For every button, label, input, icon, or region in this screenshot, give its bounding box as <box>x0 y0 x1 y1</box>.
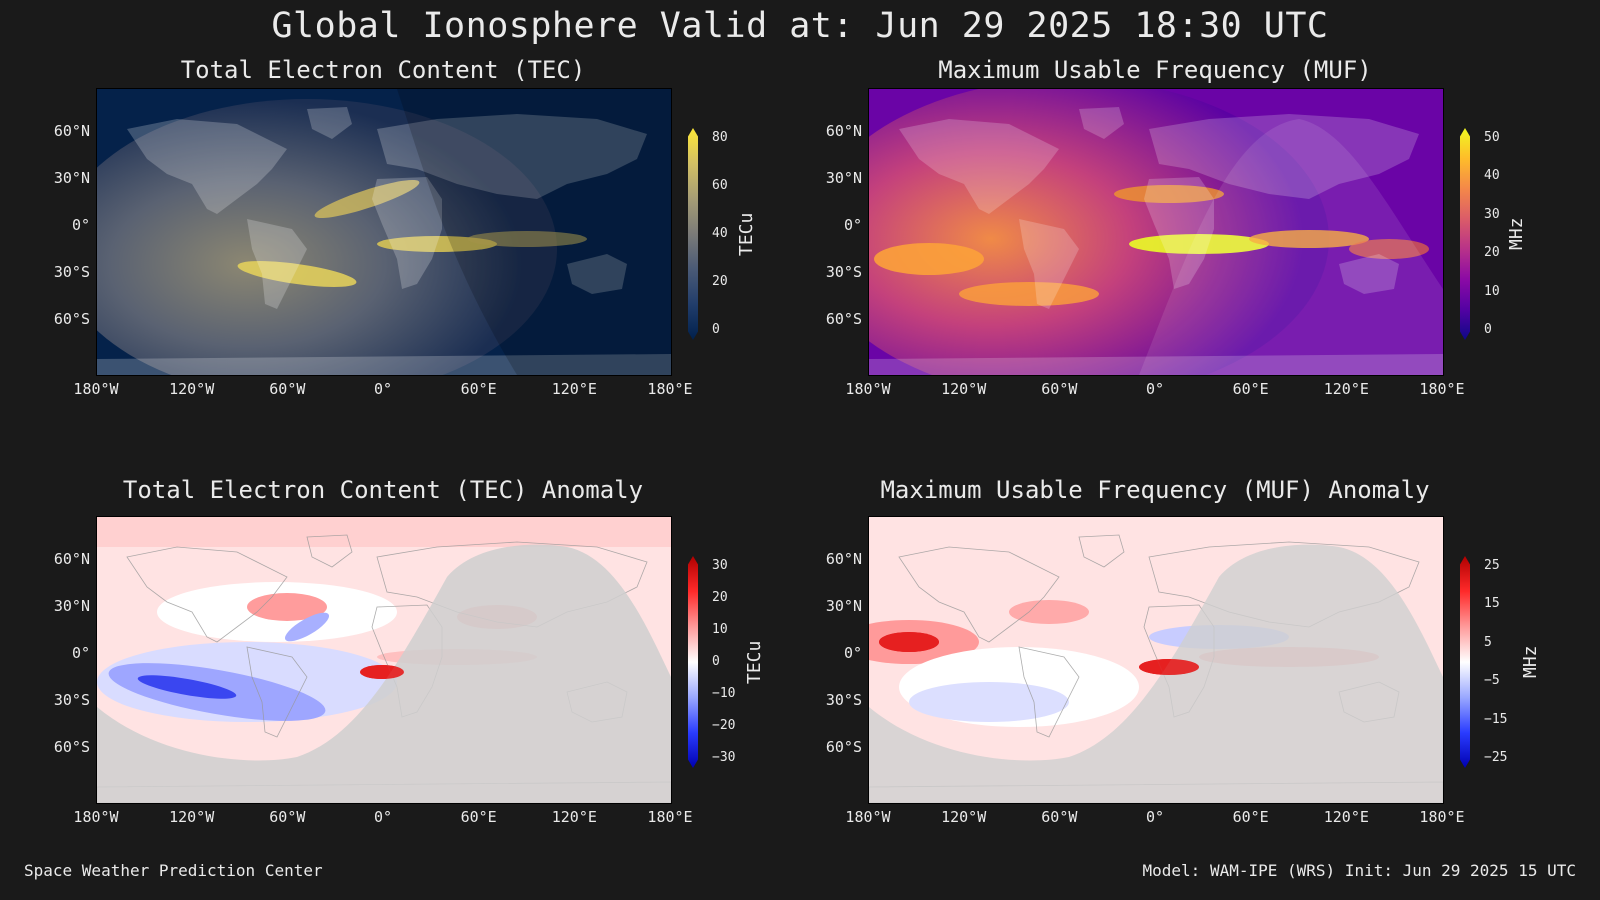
tec-anomaly-colorbar-unit: TECu <box>744 640 765 684</box>
page-title: Global Ionosphere Valid at: Jun 29 2025 … <box>271 6 1329 46</box>
tec-panel-title: Total Electron Content (TEC) <box>180 56 586 84</box>
latitude-label: 60°S <box>825 738 862 756</box>
latitude-label: 0° <box>843 216 862 234</box>
longitude-label: 120°E <box>551 808 597 826</box>
latitude-label: 30°S <box>53 263 90 281</box>
latitude-label: 60°N <box>825 122 862 140</box>
colorbar-tick-label: 80 <box>712 130 728 145</box>
longitude-label: 180°E <box>647 380 693 398</box>
colorbar-tick-label: 20 <box>1484 245 1500 261</box>
longitude-label: 60°W <box>1041 808 1078 826</box>
latitude-label: 0° <box>71 644 90 662</box>
colorbar-tick-label: 10 <box>712 622 728 637</box>
muf-anomaly-panel-title: Maximum Usable Frequency (MUF) Anomaly <box>880 476 1430 504</box>
muf-colorbar <box>1460 128 1470 340</box>
latitude-label: 30°N <box>825 597 862 615</box>
longitude-label: 180°W <box>845 380 891 398</box>
latitude-label: 0° <box>71 216 90 234</box>
longitude-label: 60°E <box>460 380 497 398</box>
colorbar-tick-label: −25 <box>1484 750 1508 765</box>
longitude-label: 120°E <box>551 380 597 398</box>
colorbar-tick-label: 20 <box>712 274 728 289</box>
colorbar-tick-label: 40 <box>712 226 728 241</box>
colorbar-tick-label: 25 <box>1484 558 1500 573</box>
colorbar-tick-label: 40 <box>1484 168 1500 184</box>
longitude-label: 0° <box>373 380 393 398</box>
longitude-label: 180°W <box>845 808 891 826</box>
colorbar-tick-label: 30 <box>1484 206 1500 222</box>
muf-anomaly-map-svg <box>869 517 1443 803</box>
latitude-label: 30°S <box>825 691 862 709</box>
tec-map <box>96 88 672 376</box>
footer-model-info: Model: WAM-IPE (WRS) Init: Jun 29 2025 1… <box>1142 861 1576 880</box>
longitude-label: 120°E <box>1323 808 1369 826</box>
longitude-label: 60°E <box>1232 808 1269 826</box>
muf-anomaly-colorbar <box>1460 556 1470 768</box>
colorbar-tick-label: 0 <box>712 322 720 337</box>
colorbar-tick-label: −5 <box>1484 673 1500 689</box>
longitude-label: 180°W <box>73 380 119 398</box>
latitude-label: 60°S <box>825 310 862 328</box>
longitude-label: 60°W <box>1041 380 1078 398</box>
latitude-label: 60°N <box>53 550 90 568</box>
colorbar-tick-label: −10 <box>712 686 736 701</box>
tec-map-svg <box>97 89 671 375</box>
muf-colorbar-unit: MHz <box>1506 217 1527 250</box>
longitude-label: 60°E <box>1232 380 1269 398</box>
longitude-label: 120°W <box>941 380 987 398</box>
colorbar-tick-label: 15 <box>1484 596 1500 612</box>
longitude-label: 180°E <box>1419 380 1465 398</box>
latitude-label: 30°N <box>825 169 862 187</box>
longitude-label: 180°E <box>1419 808 1465 826</box>
longitude-label: 60°E <box>460 808 497 826</box>
colorbar-tick-label: 0 <box>712 654 720 669</box>
colorbar-tick-label: −15 <box>1484 711 1508 727</box>
latitude-label: 30°N <box>53 597 90 615</box>
latitude-label: 0° <box>843 644 862 662</box>
tec-anomaly-map-svg <box>97 517 671 803</box>
muf-anomaly-colorbar-unit: MHz <box>1520 645 1541 678</box>
colorbar-tick-label: −20 <box>712 718 736 733</box>
latitude-label: 60°S <box>53 310 90 328</box>
colorbar-tick-label: 60 <box>712 178 728 193</box>
colorbar-tick-label: 0 <box>1484 322 1492 337</box>
tec-anomaly-map <box>96 516 672 804</box>
longitude-label: 120°W <box>169 380 215 398</box>
footer-credit: Space Weather Prediction Center <box>24 861 323 880</box>
longitude-label: 180°W <box>73 808 119 826</box>
colorbar-tick-label: −30 <box>712 750 736 765</box>
longitude-label: 60°W <box>269 808 306 826</box>
latitude-label: 30°S <box>53 691 90 709</box>
tec-anomaly-colorbar <box>688 556 698 768</box>
tec-colorbar-unit: TECu <box>736 212 757 256</box>
muf-map-svg <box>869 89 1443 375</box>
colorbar-tick-label: 20 <box>712 590 728 605</box>
colorbar-tick-label: 5 <box>1484 634 1492 650</box>
longitude-label: 120°E <box>1323 380 1369 398</box>
muf-panel-title: Maximum Usable Frequency (MUF) <box>938 56 1372 84</box>
longitude-label: 120°W <box>169 808 215 826</box>
longitude-label: 180°E <box>647 808 693 826</box>
longitude-label: 0° <box>373 808 393 826</box>
muf-map <box>868 88 1444 376</box>
colorbar-tick-label: 30 <box>712 558 728 573</box>
tec-colorbar <box>688 128 698 340</box>
latitude-label: 60°N <box>825 550 862 568</box>
tec-anomaly-panel-title: Total Electron Content (TEC) Anomaly <box>122 476 644 504</box>
longitude-label: 60°W <box>269 380 306 398</box>
latitude-label: 60°N <box>53 122 90 140</box>
latitude-label: 60°S <box>53 738 90 756</box>
latitude-label: 30°S <box>825 263 862 281</box>
latitude-label: 30°N <box>53 169 90 187</box>
longitude-label: 0° <box>1145 808 1165 826</box>
longitude-label: 120°W <box>941 808 987 826</box>
colorbar-tick-label: 10 <box>1484 283 1500 299</box>
longitude-label: 0° <box>1145 380 1165 398</box>
colorbar-tick-label: 50 <box>1484 130 1500 145</box>
muf-anomaly-map <box>868 516 1444 804</box>
